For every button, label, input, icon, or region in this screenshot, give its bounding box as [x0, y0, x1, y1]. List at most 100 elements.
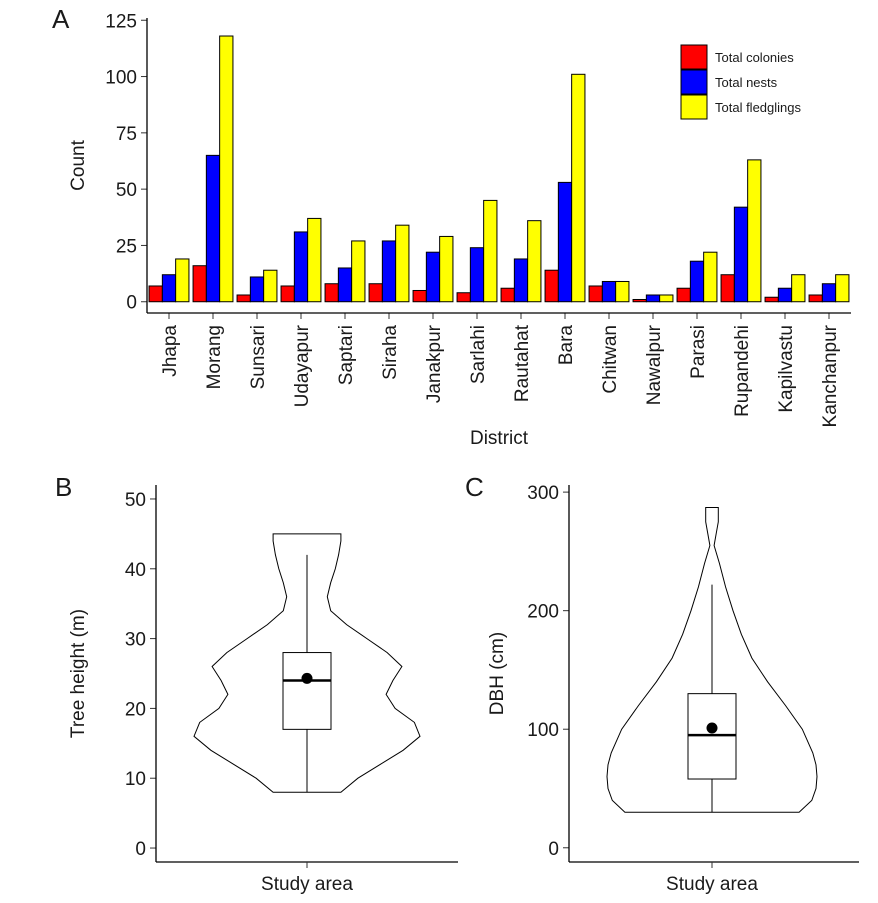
bar: [733, 206, 749, 303]
x-tick-label: Udayapur: [292, 324, 313, 407]
bar: [527, 220, 542, 303]
bar: [483, 199, 498, 303]
x-tick-label: Rautahat: [512, 324, 533, 402]
y-tick-label: 0: [126, 293, 137, 314]
bar: [544, 269, 559, 303]
y-tick-label: 75: [116, 124, 137, 145]
x-tick-label: Parasi: [688, 325, 709, 379]
y-axis-title: DBH (cm): [487, 632, 508, 715]
bar: [659, 294, 674, 303]
bar: [236, 294, 251, 303]
legend-swatch: [680, 94, 708, 120]
bar: [703, 251, 718, 303]
y-tick-label: 0: [135, 839, 146, 860]
y-tick-label: 30: [125, 630, 146, 651]
legend-label: Total colonies: [715, 50, 794, 65]
mean-point: [706, 722, 718, 734]
x-tick-label: Jhapa: [160, 325, 181, 377]
bar: [412, 289, 427, 303]
panel-letter-a: A: [52, 4, 70, 34]
panel-letter-c: C: [465, 472, 484, 502]
y-tick-label: 200: [527, 602, 559, 623]
x-tick-label: Sunsari: [248, 325, 269, 389]
bar: [280, 285, 295, 303]
violin-outline: [606, 507, 818, 813]
x-axis-title: District: [470, 428, 529, 449]
bar: [808, 294, 823, 303]
y-axis-title: Count: [68, 139, 89, 190]
panel-b-violin-plot: B 0 10 20 30 40 50 Study area Tree height (m): [55, 472, 458, 895]
x-tick-label: Rupandehi: [732, 325, 753, 417]
bar: [676, 287, 691, 303]
y-tick-label: 125: [105, 11, 137, 32]
bar: [645, 294, 661, 303]
bar: [571, 73, 586, 303]
bar: [351, 240, 366, 303]
panel-a-bar-chart: A 0 25 50 75 100 125 Jhapa Morang Sunsari Udayapur…: [52, 4, 851, 449]
bar: [615, 280, 630, 303]
y-tick-label: 20: [125, 699, 146, 720]
iqr-box: [282, 652, 332, 730]
x-tick-label: Study area: [261, 874, 353, 895]
y-tick-label: 300: [527, 483, 559, 504]
bar: [689, 260, 705, 303]
mean-point: [301, 672, 313, 684]
y-tick-label: 25: [116, 236, 137, 257]
bar: [307, 217, 322, 303]
bar: [263, 269, 278, 303]
legend-swatch: [680, 44, 708, 70]
bar: [219, 35, 234, 303]
x-tick-label: Nawalpur: [644, 324, 665, 405]
bar: [381, 240, 397, 303]
bar: [835, 274, 850, 303]
x-tick-label: Kapilvastu: [776, 325, 797, 413]
bar: [632, 298, 647, 303]
bar: [821, 283, 837, 303]
bar: [456, 292, 471, 303]
panel-c-violin-plot: C 0 100 200 300 Study area DBH (cm): [465, 472, 859, 895]
y-axis-title: Tree height (m): [68, 609, 89, 738]
bar: [439, 235, 454, 303]
bar: [205, 154, 221, 303]
bar: [368, 283, 383, 303]
bar: [293, 231, 309, 303]
bar: [175, 258, 190, 303]
bar: [249, 276, 265, 303]
bar: [601, 280, 617, 303]
legend-label: Total fledglings: [715, 100, 801, 115]
panel-letter-b: B: [55, 472, 72, 502]
bar: [513, 258, 529, 303]
violin-outline: [193, 533, 421, 793]
x-tick-label: Study area: [666, 874, 758, 895]
x-tick-label: Kanchanpur: [820, 324, 841, 427]
y-tick-label: 50: [125, 490, 146, 511]
bar: [425, 251, 441, 303]
bar: [161, 274, 177, 303]
bar: [588, 285, 603, 303]
y-tick-label: 10: [125, 769, 146, 790]
bar: [324, 283, 339, 303]
x-tick-label: Sarlahi: [468, 325, 489, 384]
y-tick-label: 0: [548, 839, 559, 860]
bar: [720, 274, 735, 303]
bar: [764, 296, 779, 303]
bar: [500, 287, 515, 303]
x-tick-label: Siraha: [380, 325, 401, 380]
x-tick-label: Bara: [556, 325, 577, 366]
legend-swatch: [680, 69, 708, 95]
bar: [469, 247, 485, 303]
y-tick-label: 50: [116, 180, 137, 201]
legend-label: Total nests: [715, 75, 778, 90]
x-tick-label: Saptari: [336, 325, 357, 385]
bar: [337, 267, 353, 303]
bar: [747, 159, 762, 303]
bar: [148, 285, 163, 303]
bar: [791, 274, 806, 303]
bar: [777, 287, 793, 303]
bar: [395, 224, 410, 303]
y-tick-label: 100: [527, 720, 559, 741]
x-tick-label: Chitwan: [600, 325, 621, 394]
bar: [557, 181, 573, 303]
y-tick-label: 100: [105, 68, 137, 89]
